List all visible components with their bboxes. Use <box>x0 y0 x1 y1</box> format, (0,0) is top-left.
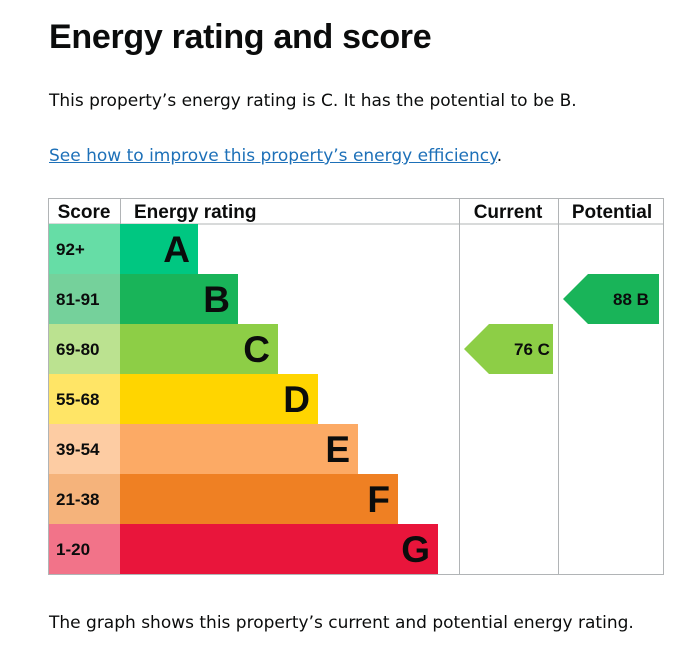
rating-bar-f <box>120 474 398 524</box>
energy-rating-chart: Score Energy rating Current Potential 92+ A 81… <box>48 198 664 575</box>
improve-link-line: See how to improve this property’s energ… <box>49 146 502 166</box>
score-range-g: 1-20 <box>56 540 90 559</box>
chart-frame <box>48 198 664 575</box>
score-cell-g <box>49 524 120 574</box>
score-cell-b <box>49 274 120 324</box>
rating-letter-a: A <box>163 229 190 270</box>
page-title: Energy rating and score <box>49 18 432 56</box>
current-column-header: Current <box>474 202 543 223</box>
improve-energy-link[interactable]: See how to improve this property’s energ… <box>49 146 497 166</box>
current-arrow <box>464 324 553 374</box>
rating-bar-d <box>120 374 318 424</box>
rating-letter-e: E <box>325 429 350 470</box>
rating-letter-d: D <box>283 379 310 420</box>
score-cell-e <box>49 424 120 474</box>
score-cell-f <box>49 474 120 524</box>
rating-bar-c <box>120 324 278 374</box>
rating-bar-a <box>120 224 198 274</box>
rating-bar-b <box>120 274 238 324</box>
score-column-header: Score <box>58 202 111 223</box>
current-rating-label: 76 C <box>514 340 550 359</box>
rating-letter-g: G <box>401 529 430 570</box>
chart-caption: The graph shows this property’s current … <box>49 613 634 633</box>
rating-bar-g <box>120 524 438 574</box>
score-cell-a <box>49 224 120 274</box>
rating-letter-f: F <box>367 479 390 520</box>
score-cell-c <box>49 324 120 374</box>
rating-bar-e <box>120 424 358 474</box>
link-suffix: . <box>496 146 503 166</box>
energy-rating-column-header: Energy rating <box>134 202 256 223</box>
potential-arrow <box>563 274 659 324</box>
score-range-c: 69-80 <box>56 340 99 359</box>
potential-rating-label: 88 B <box>613 290 649 309</box>
score-range-a: 92+ <box>56 240 85 259</box>
score-range-e: 39-54 <box>56 440 100 459</box>
score-range-f: 21-38 <box>56 490 99 509</box>
score-cell-d <box>49 374 120 424</box>
rating-letter-b: B <box>203 279 230 320</box>
rating-summary: This property’s energy rating is C. It h… <box>49 91 577 111</box>
potential-column-header: Potential <box>572 202 652 223</box>
score-range-b: 81-91 <box>56 290 99 309</box>
rating-letter-c: C <box>243 329 270 370</box>
score-range-d: 55-68 <box>56 390 99 409</box>
